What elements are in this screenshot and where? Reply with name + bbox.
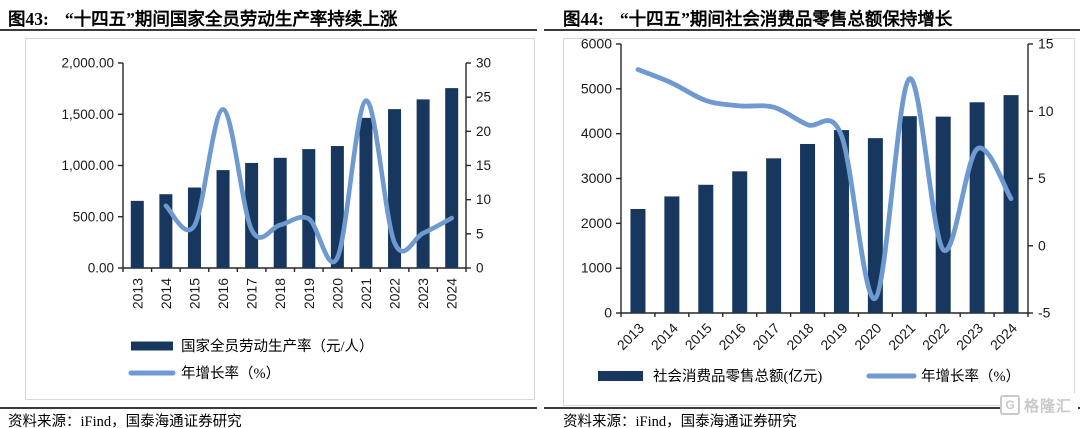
x-axis-label: 2013 — [614, 320, 647, 353]
bar-2022 — [935, 116, 951, 313]
x-axis-label: 2020 — [851, 320, 884, 353]
x-axis-label: 2021 — [358, 278, 374, 309]
labor-productivity-chart: 0.00 500.00 1,000.00 1,500.00 2,000.00 0 5 10 15… — [61, 56, 491, 383]
right-axis-tick-label: 5 — [1038, 170, 1046, 186]
x-axis-label: 2019 — [817, 320, 850, 353]
source-rule-right — [544, 407, 1080, 409]
x-axis-label: 2016 — [715, 320, 748, 353]
title-rule-left — [0, 29, 537, 31]
bar-2024 — [1003, 95, 1019, 313]
figure-44-title-text: “十四五”期间社会消费品零售总额保持增长 — [619, 9, 953, 29]
bar-2020 — [867, 138, 883, 313]
right-axis-tick-label: 10 — [1038, 103, 1054, 119]
left-axis-tick-label: 500.00 — [73, 209, 114, 224]
right-axis-tick-label: 15 — [1038, 39, 1054, 52]
bar-2019 — [302, 149, 316, 268]
title-rule-right — [544, 29, 1080, 31]
figure-43-title: 图43: “十四五”期间国家全员劳动生产率持续上涨 — [8, 6, 397, 31]
legend-bar-swatch — [598, 371, 643, 381]
bar-2017 — [245, 162, 259, 268]
bar-2021 — [359, 117, 373, 269]
right-axis-tick-label: 25 — [476, 90, 491, 105]
left-axis-tick-label: 6000 — [581, 39, 612, 52]
x-axis-label: 2024 — [444, 278, 460, 309]
right-axis-tick-label: 20 — [476, 124, 491, 139]
x-axis-label: 2015 — [186, 278, 202, 309]
left-axis-tick-label: 1,000.00 — [61, 158, 114, 173]
legend-bar-swatch — [131, 341, 173, 351]
x-axis-label: 2014 — [158, 278, 174, 309]
right-axis-tick-label: 0 — [476, 261, 484, 276]
x-axis-label: 2024 — [987, 320, 1020, 353]
figure-44-title: 图44: “十四五”期间社会消费品零售总额保持增长 — [563, 6, 952, 31]
bar-2015 — [698, 184, 714, 313]
x-axis-label: 2022 — [919, 320, 952, 353]
growth-rate-line — [163, 98, 455, 265]
bar-2013 — [630, 208, 646, 313]
gelonghui-watermark: G 格隆汇 — [1000, 393, 1078, 417]
bar-2023 — [416, 99, 430, 268]
bar-2013 — [130, 200, 144, 268]
x-axis-label: 2019 — [301, 278, 317, 309]
x-axis-label: 2014 — [648, 320, 681, 353]
gelonghui-watermark-text: 格隆汇 — [1024, 398, 1073, 415]
left-axis-tick-label: 1,500.00 — [61, 107, 114, 122]
bar-2024 — [445, 88, 459, 268]
bar-2023 — [969, 102, 985, 314]
bar-2016 — [216, 170, 230, 268]
x-axis-label: 2021 — [885, 320, 918, 353]
left-axis-tick-label: 3000 — [581, 170, 612, 186]
labor-productivity-chart-box: 0.00 500.00 1,000.00 1,500.00 2,000.00 0 5 10 15… — [25, 38, 535, 400]
right-axis-tick-label: 15 — [476, 158, 491, 173]
right-axis-tick-label: -5 — [1038, 305, 1051, 321]
bar-2018 — [800, 143, 816, 313]
bar-2018 — [273, 157, 287, 268]
figure-43-label: 图43: — [8, 9, 49, 29]
x-axis-label: 2022 — [387, 278, 403, 309]
bar-2021 — [901, 116, 917, 313]
x-axis-label: 2015 — [682, 320, 715, 353]
source-rule-left — [0, 407, 537, 409]
gelonghui-logo-icon: G — [1000, 395, 1020, 415]
bar-2016 — [732, 171, 748, 313]
legend-label: 国家全员劳动生产率（元/人） — [181, 337, 374, 355]
right-axis-tick-label: 10 — [476, 192, 491, 207]
figure-44-label: 图44: — [563, 9, 604, 29]
legend-label: 社会消费品零售总额(亿元) — [653, 368, 822, 385]
x-axis-label: 2016 — [215, 278, 231, 309]
legend-label: 年增长率（%） — [921, 368, 1020, 385]
x-axis-label: 2018 — [783, 320, 816, 353]
left-axis-tick-label: 2,000.00 — [61, 56, 114, 71]
left-axis-tick-label: 2000 — [581, 215, 612, 231]
figure-44-source: 资料来源：iFind，国泰海通证券研究 — [563, 414, 797, 428]
x-axis-label: 2020 — [329, 278, 345, 309]
bar-2014 — [664, 196, 680, 313]
bar-2019 — [833, 130, 849, 313]
legend-label: 年增长率（%） — [181, 365, 280, 382]
bar-2017 — [766, 158, 782, 313]
x-axis-label: 2013 — [129, 278, 145, 309]
growth-rate-line — [635, 67, 1014, 301]
left-axis-tick-label: 0 — [604, 305, 612, 321]
x-axis-label: 2017 — [749, 320, 782, 353]
left-axis-tick-label: 5000 — [581, 80, 612, 96]
right-axis-tick-label: 5 — [476, 226, 484, 241]
figure-43-title-text: “十四五”期间国家全员劳动生产率持续上涨 — [64, 9, 398, 29]
right-axis-tick-label: 0 — [1038, 237, 1046, 253]
x-axis-label: 2018 — [272, 278, 288, 309]
figure-43-source: 资料来源：iFind，国泰海通证券研究 — [8, 414, 242, 428]
left-axis-tick-label: 0.00 — [88, 261, 114, 276]
right-axis-tick-label: 30 — [476, 56, 491, 71]
left-axis-tick-label: 1000 — [581, 260, 612, 276]
left-axis-tick-label: 4000 — [581, 125, 612, 141]
x-axis-label: 2017 — [244, 278, 260, 309]
retail-sales-chart-box: 0 1000 2000 3000 4000 5000 6000 -5 0 5 10 15 2013 201… — [563, 36, 1075, 406]
x-axis-label: 2023 — [415, 278, 431, 309]
x-axis-label: 2023 — [953, 320, 986, 353]
